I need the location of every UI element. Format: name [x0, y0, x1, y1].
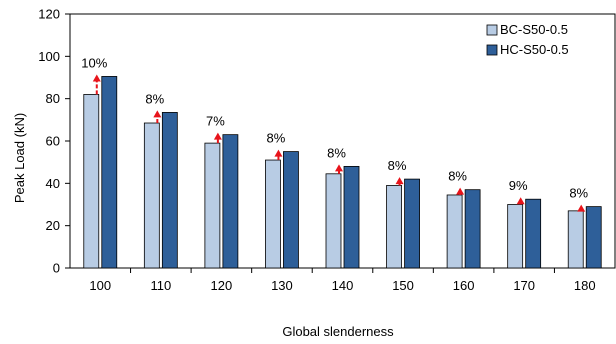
arrow-head [456, 187, 465, 195]
legend-label: HC-S50-0.5 [500, 42, 569, 57]
x-tick-label: 160 [453, 278, 475, 293]
arrow-head [274, 149, 283, 157]
improvement-label: 8% [145, 91, 164, 106]
arrow-head [395, 177, 404, 185]
bar-hc-s50-0-5 [101, 76, 118, 269]
arrow-head [516, 197, 525, 205]
x-tick-label: 180 [574, 278, 596, 293]
axes: 0 20 40 60 80 100 120 100 110 120 130 140 150 160 170 1… [38, 7, 616, 293]
bar-bc-s50-0-5 [143, 122, 160, 269]
bar-bc-s50-0-5 [507, 204, 524, 269]
arrow-head [92, 74, 101, 82]
bar-bc-s50-0-5 [265, 159, 281, 269]
x-axis-title: Global slenderness [282, 324, 394, 339]
x-tick-label: 120 [211, 278, 233, 293]
x-tick-label: 140 [332, 278, 354, 293]
bar-bc-s50-0-5 [567, 210, 584, 269]
y-tick-label: 80 [46, 91, 60, 106]
bar-bc-s50-0-5 [204, 142, 221, 269]
bar-hc-s50-0-5 [343, 165, 360, 269]
arrow-head [153, 110, 162, 118]
arrow-head [335, 164, 343, 172]
y-tick-label: 120 [38, 7, 60, 22]
bar-hc-s50-0-5 [404, 178, 420, 269]
improvement-label: 8% [448, 169, 467, 184]
arrow-head [213, 132, 222, 140]
improvement-annotations: 10% 8% 7% 8% 8% 8% 8% 9% 8% [81, 55, 589, 212]
x-tick-label: 170 [513, 278, 535, 293]
bar-hc-s50-0-5 [283, 151, 299, 269]
x-tick-label: 150 [392, 278, 414, 293]
bar-hc-s50-0-5 [585, 206, 602, 269]
improvement-label: 8% [569, 186, 588, 201]
y-tick-label: 0 [53, 261, 60, 276]
bar-bc-s50-0-5 [386, 185, 402, 269]
x-tick-label: 130 [271, 278, 293, 293]
legend-swatch [486, 24, 498, 36]
bar-hc-s50-0-5 [464, 189, 481, 269]
improvement-label: 8% [327, 145, 346, 160]
improvement-label: 10% [81, 55, 107, 70]
y-tick-label: 20 [46, 218, 60, 233]
bar-bc-s50-0-5 [446, 194, 463, 269]
bar-bc-s50-0-5 [325, 173, 342, 269]
improvement-label: 9% [509, 178, 528, 193]
bars [83, 76, 602, 269]
improvement-label: 7% [206, 114, 225, 129]
legend-label: BC-S50-0.5 [500, 22, 568, 37]
x-tick-label: 100 [89, 278, 111, 293]
bar-hc-s50-0-5 [222, 134, 239, 269]
x-tick-label: 110 [150, 278, 171, 293]
improvement-label: 8% [388, 158, 407, 173]
y-tick-label: 60 [46, 134, 60, 149]
legend: BC-S50-0.5 HC-S50-0.5 [486, 22, 569, 57]
bar-bc-s50-0-5 [83, 94, 100, 269]
bar-hc-s50-0-5 [161, 112, 178, 269]
y-tick-label: 100 [38, 49, 60, 64]
legend-swatch [486, 44, 498, 56]
improvement-label: 8% [267, 131, 286, 146]
bar-hc-s50-0-5 [525, 198, 542, 269]
y-tick-label: 40 [46, 176, 60, 191]
y-axis-title: Peak Load (kN) [12, 113, 27, 203]
arrow-head [577, 204, 586, 212]
